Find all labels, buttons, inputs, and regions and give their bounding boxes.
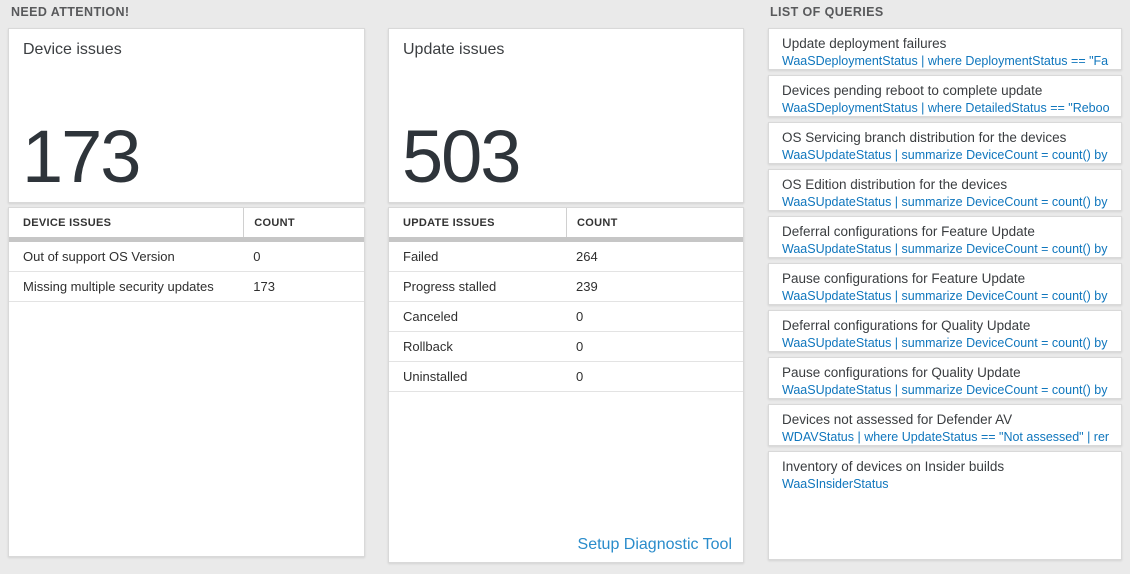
query-text: WaaSUpdateStatus | summarize DeviceCount… [782,289,1109,303]
query-tile-os-edition-distribution[interactable]: OS Edition distribution for the devices … [768,169,1122,211]
issue-count: 0 [576,339,584,354]
issue-count: 0 [253,249,261,264]
count-col-header: COUNT [566,208,743,237]
count-col-header: COUNT [243,208,364,237]
query-title: Pause configurations for Feature Update [782,271,1026,286]
device-issues-col-header: DEVICE ISSUES [23,216,112,229]
setup-diagnostic-tool-link[interactable]: Setup Diagnostic Tool [577,536,732,553]
table-row[interactable]: Failed 264 [389,242,743,272]
device-issues-card-title: Device issues [23,41,122,58]
device-issues-table-header: DEVICE ISSUES COUNT [9,208,364,237]
query-tile-insider-builds-inventory[interactable]: Inventory of devices on Insider builds W… [768,451,1122,560]
update-issues-column: Update issues 503 UPDATE ISSUES COUNT Fa… [388,28,744,563]
table-row[interactable]: Missing multiple security updates 173 [9,272,364,302]
issue-count: 239 [576,279,598,294]
table-header-divider [389,237,743,242]
issue-label: Progress stalled [403,279,497,294]
query-text: WaaSUpdateStatus | summarize DeviceCount… [782,383,1109,397]
table-row[interactable]: Progress stalled 239 [389,272,743,302]
issue-label: Canceled [403,309,458,324]
issue-count: 0 [576,309,584,324]
device-issues-count: 173 [22,115,141,198]
table-row[interactable]: Uninstalled 0 [389,362,743,392]
query-title: Devices pending reboot to complete updat… [782,83,1043,98]
query-tile-deferral-quality-update[interactable]: Deferral configurations for Quality Upda… [768,310,1122,352]
query-title: Inventory of devices on Insider builds [782,459,1005,474]
query-text: WaaSUpdateStatus | summarize DeviceCount… [782,195,1109,209]
table-header-divider [9,237,364,242]
issue-label: Out of support OS Version [23,249,175,264]
update-issues-card-title: Update issues [403,41,505,58]
query-list: Update deployment failures WaaSDeploymen… [768,28,1122,560]
issue-label: Rollback [403,339,453,354]
query-tile-pause-feature-update[interactable]: Pause configurations for Feature Update … [768,263,1122,305]
issue-count: 0 [576,369,584,384]
query-text: WaaSDeploymentStatus | where DeploymentS… [782,54,1109,68]
update-issues-table: UPDATE ISSUES COUNT Failed 264 Progress … [388,207,744,563]
device-issues-table: DEVICE ISSUES COUNT Out of support OS Ve… [8,207,365,557]
issue-label: Missing multiple security updates [23,279,214,294]
query-text: WaaSUpdateStatus | summarize DeviceCount… [782,148,1109,162]
query-tile-devices-pending-reboot[interactable]: Devices pending reboot to complete updat… [768,75,1122,117]
query-text: WaaSInsiderStatus [782,477,889,491]
table-row[interactable]: Rollback 0 [389,332,743,362]
query-tile-deferral-feature-update[interactable]: Deferral configurations for Feature Upda… [768,216,1122,258]
query-title: OS Edition distribution for the devices [782,177,1008,192]
query-tile-update-deployment-failures[interactable]: Update deployment failures WaaSDeploymen… [768,28,1122,70]
query-text: WaaSDeploymentStatus | where DetailedSta… [782,101,1109,115]
query-text: WaaSUpdateStatus | summarize DeviceCount… [782,242,1109,256]
query-tile-devices-not-assessed-defender[interactable]: Devices not assessed for Defender AV WDA… [768,404,1122,446]
query-text: WDAVStatus | where UpdateStatus == "Not … [782,430,1109,444]
table-row[interactable]: Canceled 0 [389,302,743,332]
update-issues-count: 503 [402,115,521,198]
issue-label: Failed [403,249,439,264]
query-tile-pause-quality-update[interactable]: Pause configurations for Quality Update … [768,357,1122,399]
device-issues-card[interactable]: Device issues 173 [8,28,365,203]
query-title: Deferral configurations for Feature Upda… [782,224,1035,239]
query-text: WaaSUpdateStatus | summarize DeviceCount… [782,336,1109,350]
device-issues-column: Device issues 173 DEVICE ISSUES COUNT Ou… [8,28,365,557]
update-issues-card[interactable]: Update issues 503 [388,28,744,203]
query-title: OS Servicing branch distribution for the… [782,130,1067,145]
issue-label: Uninstalled [403,369,468,384]
query-title: Update deployment failures [782,36,947,51]
table-row[interactable]: Out of support OS Version 0 [9,242,364,272]
update-issues-col-header: UPDATE ISSUES [403,216,495,229]
query-title: Pause configurations for Quality Update [782,365,1021,380]
query-tile-os-servicing-branch[interactable]: OS Servicing branch distribution for the… [768,122,1122,164]
update-issues-table-header: UPDATE ISSUES COUNT [389,208,743,237]
need-attention-header: NEED ATTENTION! [11,5,130,19]
list-of-queries-header: LIST OF QUERIES [770,5,884,19]
issue-count: 173 [253,279,275,294]
query-title: Devices not assessed for Defender AV [782,412,1013,427]
issue-count: 264 [576,249,598,264]
query-title: Deferral configurations for Quality Upda… [782,318,1031,333]
